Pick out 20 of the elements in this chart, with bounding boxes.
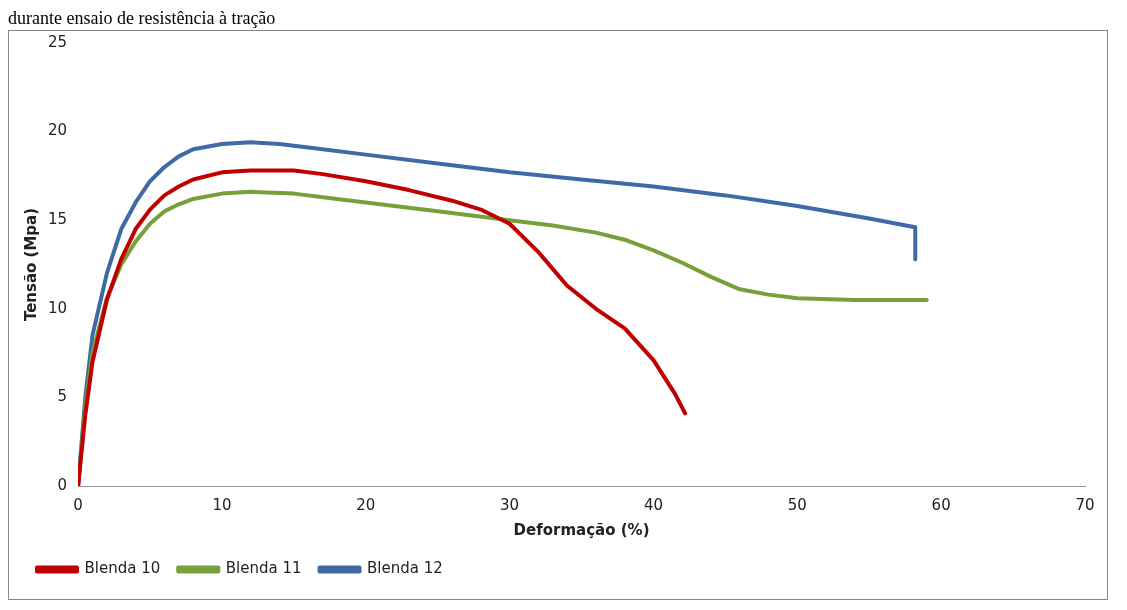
x-tick-label: 70 [1075,495,1095,514]
legend-label: Blenda 10 [84,559,161,578]
legend-label: Blenda 11 [225,559,302,578]
y-tick-label: 25 [47,32,68,51]
y-tick-label: 5 [57,387,68,406]
x-tick-label: 10 [212,495,232,514]
x-tick-label: 30 [500,495,520,514]
x-tick-label: 60 [931,495,951,514]
y-tick-label: 10 [47,298,68,317]
legend-label: Blenda 12 [367,559,443,578]
y-axis-title: Tensão (Mpa) [21,207,40,322]
chart-title: durante ensaio de resistência à tração [8,8,277,28]
x-tick-label: 20 [356,495,376,514]
x-tick-label: 0 [73,495,83,514]
y-tick-label: 20 [47,121,68,140]
x-axis-title: Deformação (%) [513,520,650,539]
x-tick-label: 40 [643,495,664,514]
y-tick-label: 0 [57,475,68,494]
y-tick-label: 15 [47,210,68,229]
x-tick-label: 50 [787,495,807,514]
